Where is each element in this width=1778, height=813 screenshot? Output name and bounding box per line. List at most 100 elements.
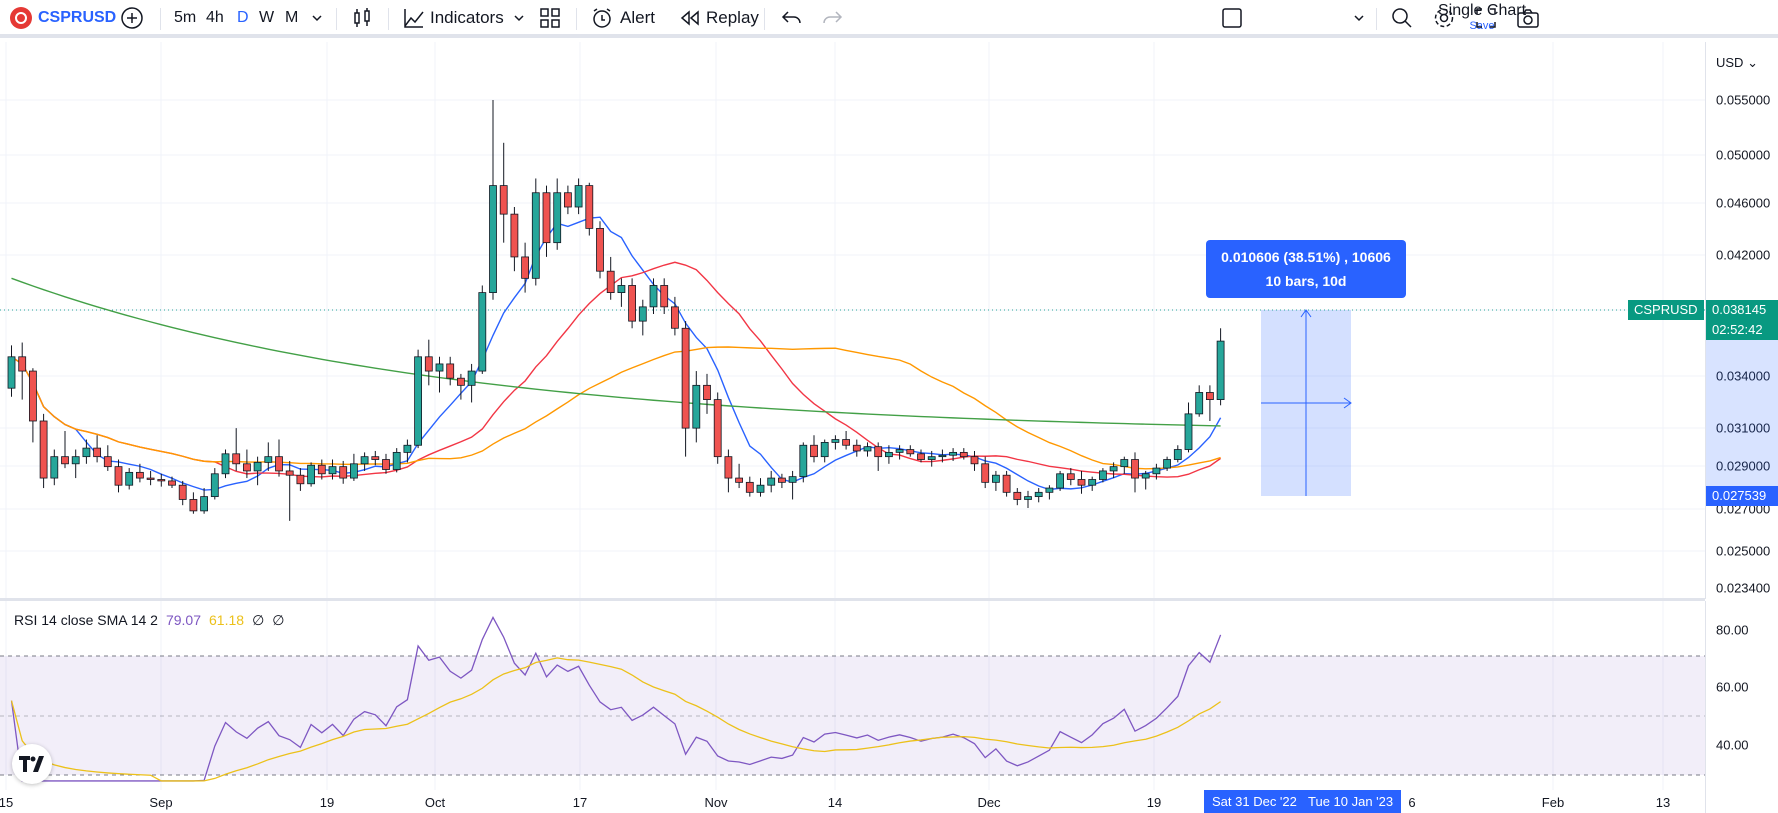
- candle-body: [1152, 467, 1161, 475]
- candle-body: [135, 471, 144, 479]
- layout-name[interactable]: Single Chart Save: [1437, 2, 1527, 32]
- time-tick: 17: [572, 795, 588, 810]
- snapshot-button[interactable]: [1516, 0, 1540, 36]
- layout-dropdown[interactable]: [1352, 0, 1366, 36]
- add-symbol-button[interactable]: [120, 0, 144, 36]
- rsi-axis[interactable]: [1705, 601, 1778, 813]
- candle: [692, 371, 701, 443]
- candle: [959, 448, 968, 460]
- top-toolbar: CSPRUSD 5m 4h D W M Indicators Alert Rep…: [0, 0, 1778, 38]
- timeframe-m[interactable]: M: [285, 9, 299, 26]
- candle-body: [71, 456, 80, 465]
- candle: [1131, 452, 1139, 493]
- candle: [157, 473, 166, 487]
- search-button[interactable]: [1390, 0, 1414, 36]
- candle-body: [1206, 392, 1214, 401]
- measure-h-arrow-head: [1343, 397, 1352, 409]
- candle: [1152, 463, 1161, 480]
- candle: [18, 342, 27, 400]
- candle-body: [1024, 496, 1032, 500]
- candle: [1163, 456, 1171, 471]
- candle-body: [349, 463, 358, 479]
- candle-body: [168, 480, 176, 486]
- candle-body: [863, 446, 872, 452]
- layout-button[interactable]: [1220, 0, 1244, 36]
- rsi-line: [10, 616, 1222, 782]
- candle: [82, 439, 91, 464]
- settings-button[interactable]: [1432, 0, 1456, 36]
- candle-body: [778, 477, 786, 483]
- candle: [210, 468, 219, 500]
- templates-button[interactable]: [538, 0, 562, 36]
- timeframe-d[interactable]: D: [237, 9, 249, 26]
- candle: [1099, 468, 1107, 483]
- alert-button[interactable]: Alert: [590, 0, 655, 36]
- candle-body: [456, 377, 465, 386]
- candle: [307, 462, 316, 487]
- candle-body: [242, 463, 251, 472]
- time-tick: Nov: [704, 795, 728, 810]
- candle-body: [1088, 479, 1097, 486]
- candle-body: [585, 185, 594, 229]
- timeframe-w[interactable]: W: [259, 9, 275, 26]
- candle-body: [852, 444, 861, 452]
- pane-separator: [0, 598, 1705, 601]
- indicators-dropdown[interactable]: [512, 0, 526, 36]
- candle: [1141, 470, 1150, 490]
- candle-body: [178, 484, 187, 500]
- candle: [114, 459, 123, 493]
- moving-averages: [11, 216, 1222, 491]
- timeframe-4h[interactable]: 4h: [206, 9, 224, 26]
- tradingview-logo[interactable]: [12, 744, 52, 784]
- candle: [681, 321, 690, 457]
- countdown-tag: 02:52:42: [1706, 320, 1778, 340]
- candle: [564, 185, 572, 215]
- candle: [424, 339, 433, 386]
- candle: [435, 356, 444, 393]
- candle: [1173, 445, 1182, 463]
- candle-body: [39, 420, 48, 479]
- candle-body: [981, 463, 990, 483]
- indicators-button[interactable]: Indicators: [402, 0, 504, 36]
- candle: [253, 456, 262, 486]
- candle-body: [895, 449, 904, 453]
- candle-body: [1131, 459, 1139, 479]
- candle-body: [713, 399, 722, 458]
- candle: [403, 439, 412, 463]
- candle: [125, 468, 134, 490]
- candle-body: [317, 464, 326, 475]
- candle-body: [638, 306, 647, 322]
- undo-button[interactable]: [780, 0, 804, 36]
- rsi-legend[interactable]: RSI 14 close SMA 14 2 79.07 61.18 ∅ ∅: [14, 612, 285, 628]
- time-tick: 13: [1655, 795, 1671, 810]
- candle: [1206, 385, 1214, 421]
- candle: [927, 450, 936, 467]
- indicators-icon: [404, 9, 424, 28]
- timeframe-5m[interactable]: 5m: [174, 9, 197, 26]
- candle-body: [564, 192, 572, 208]
- fullscreen-button[interactable]: [1474, 0, 1498, 36]
- candle: [371, 450, 380, 466]
- candle: [949, 448, 957, 461]
- price-axis[interactable]: [1705, 42, 1778, 599]
- candle: [820, 439, 829, 463]
- candle-body: [328, 466, 337, 475]
- candle-body: [1013, 491, 1022, 500]
- price-tick: 0.031000: [1716, 420, 1771, 436]
- replay-button[interactable]: Replay: [678, 0, 759, 36]
- candle-body: [542, 192, 551, 244]
- symbol-button[interactable]: CSPRUSD: [10, 0, 116, 36]
- chart-type-button[interactable]: [350, 0, 374, 36]
- redo-button[interactable]: [820, 0, 844, 36]
- candle: [28, 368, 37, 443]
- timeframe-dropdown[interactable]: [310, 0, 324, 36]
- candle: [895, 445, 904, 460]
- currency-selector[interactable]: USD ⌄: [1716, 55, 1758, 70]
- candle: [349, 453, 358, 481]
- candle: [242, 449, 251, 479]
- candle: [221, 449, 230, 479]
- candle-body: [820, 441, 829, 458]
- candle: [735, 463, 743, 489]
- candle-body: [93, 447, 101, 458]
